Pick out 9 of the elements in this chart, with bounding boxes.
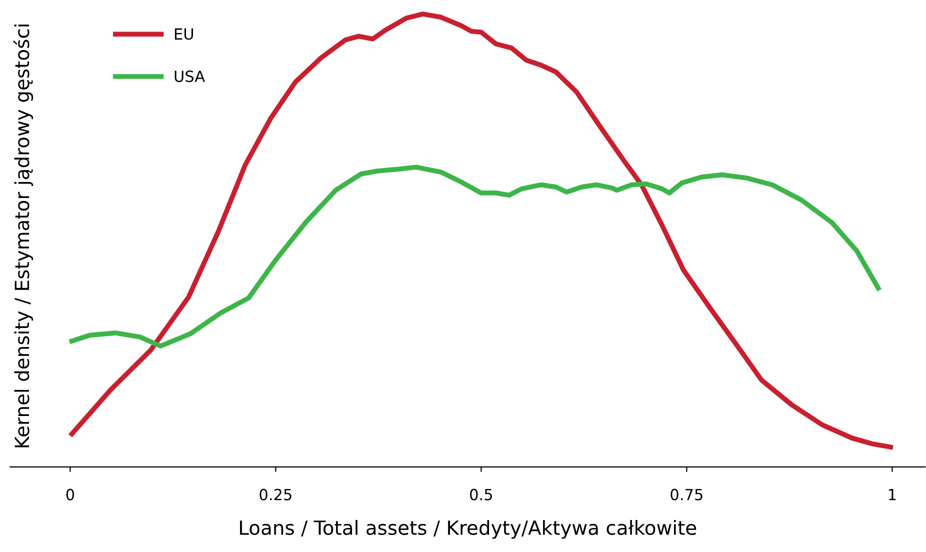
legend-label: USA [174, 70, 205, 82]
x-tick-label: 0 [66, 488, 74, 500]
legend-label: EU [174, 28, 193, 40]
x-tick-label: 0.75 [670, 488, 702, 500]
x-tick-label: 0.5 [470, 488, 492, 500]
y-axis-title: Kernel density / Estymator jądrowy gęstości [13, 24, 34, 448]
x-axis-title: Loans / Total assets / Kredyty/Aktywa całkowite [240, 520, 696, 539]
x-tick-label: 0.25 [260, 488, 292, 500]
x-tick-label: 1 [889, 488, 896, 500]
